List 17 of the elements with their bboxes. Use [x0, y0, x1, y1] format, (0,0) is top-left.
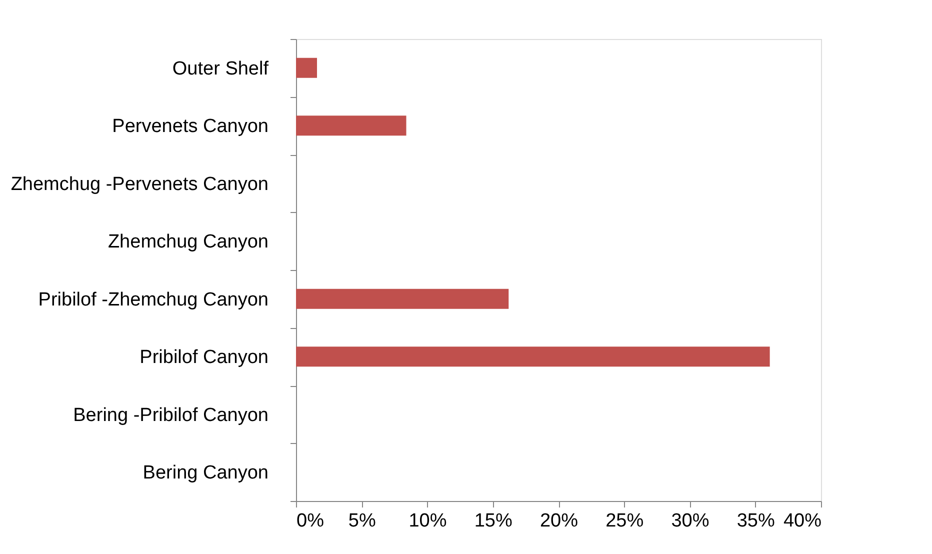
x-tick-label: 40% — [783, 510, 822, 532]
x-tick-label: 10% — [408, 510, 447, 532]
x-tick-label: 0% — [296, 510, 324, 532]
x-tick-label: 5% — [348, 510, 376, 532]
x-tick-label: 20% — [540, 510, 578, 532]
y-tick-label: Pervenets Canyon — [112, 116, 268, 138]
x-tick-label: 30% — [671, 510, 710, 532]
x-tick-label: 25% — [606, 510, 644, 532]
x-tick-label: 35% — [736, 510, 775, 532]
y-tick-label: Pribilof -Zhemchug Canyon — [38, 289, 268, 310]
y-tick-label: Bering Canyon — [142, 462, 268, 484]
x-tick-label: 15% — [474, 510, 512, 532]
y-tick-label: Pribilof Canyon — [140, 347, 268, 368]
y-tick-label: Bering -Pribilof Canyon — [73, 404, 268, 426]
y-tick-label: Outer Shelf — [172, 58, 270, 80]
y-tick-label: Zhemchug -Pervenets Canyon — [10, 174, 268, 195]
y-tick-label: Zhemchug Canyon — [108, 232, 268, 253]
